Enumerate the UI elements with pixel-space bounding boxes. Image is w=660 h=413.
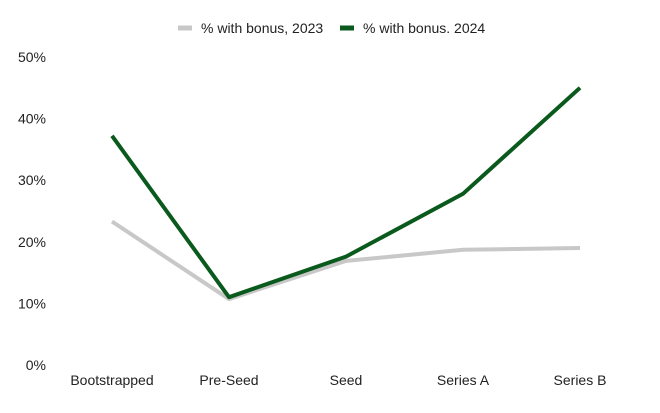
x-tick-label: Bootstrapped bbox=[70, 372, 153, 388]
x-tick-label: Pre-Seed bbox=[199, 372, 258, 388]
y-axis: 0% 10% 20% 30% 40% 50% bbox=[18, 49, 46, 373]
series-layer bbox=[112, 88, 580, 300]
x-tick-label: Series A bbox=[437, 372, 490, 388]
y-tick-label: 50% bbox=[18, 49, 46, 65]
y-tick-label: 30% bbox=[18, 172, 46, 188]
x-tick-label: Series B bbox=[554, 372, 607, 388]
y-tick-label: 0% bbox=[26, 357, 46, 373]
y-tick-label: 10% bbox=[18, 295, 46, 311]
y-tick-label: 40% bbox=[18, 111, 46, 127]
legend-label: % with bonus, 2023 bbox=[201, 20, 323, 36]
legend: % with bonus, 2023 % with bonus. 2024 bbox=[178, 20, 485, 36]
legend-label: % with bonus. 2024 bbox=[363, 20, 485, 36]
x-tick-label: Seed bbox=[330, 372, 363, 388]
x-axis: Bootstrapped Pre-Seed Seed Series A Series B bbox=[70, 372, 606, 388]
y-tick-label: 20% bbox=[18, 234, 46, 250]
